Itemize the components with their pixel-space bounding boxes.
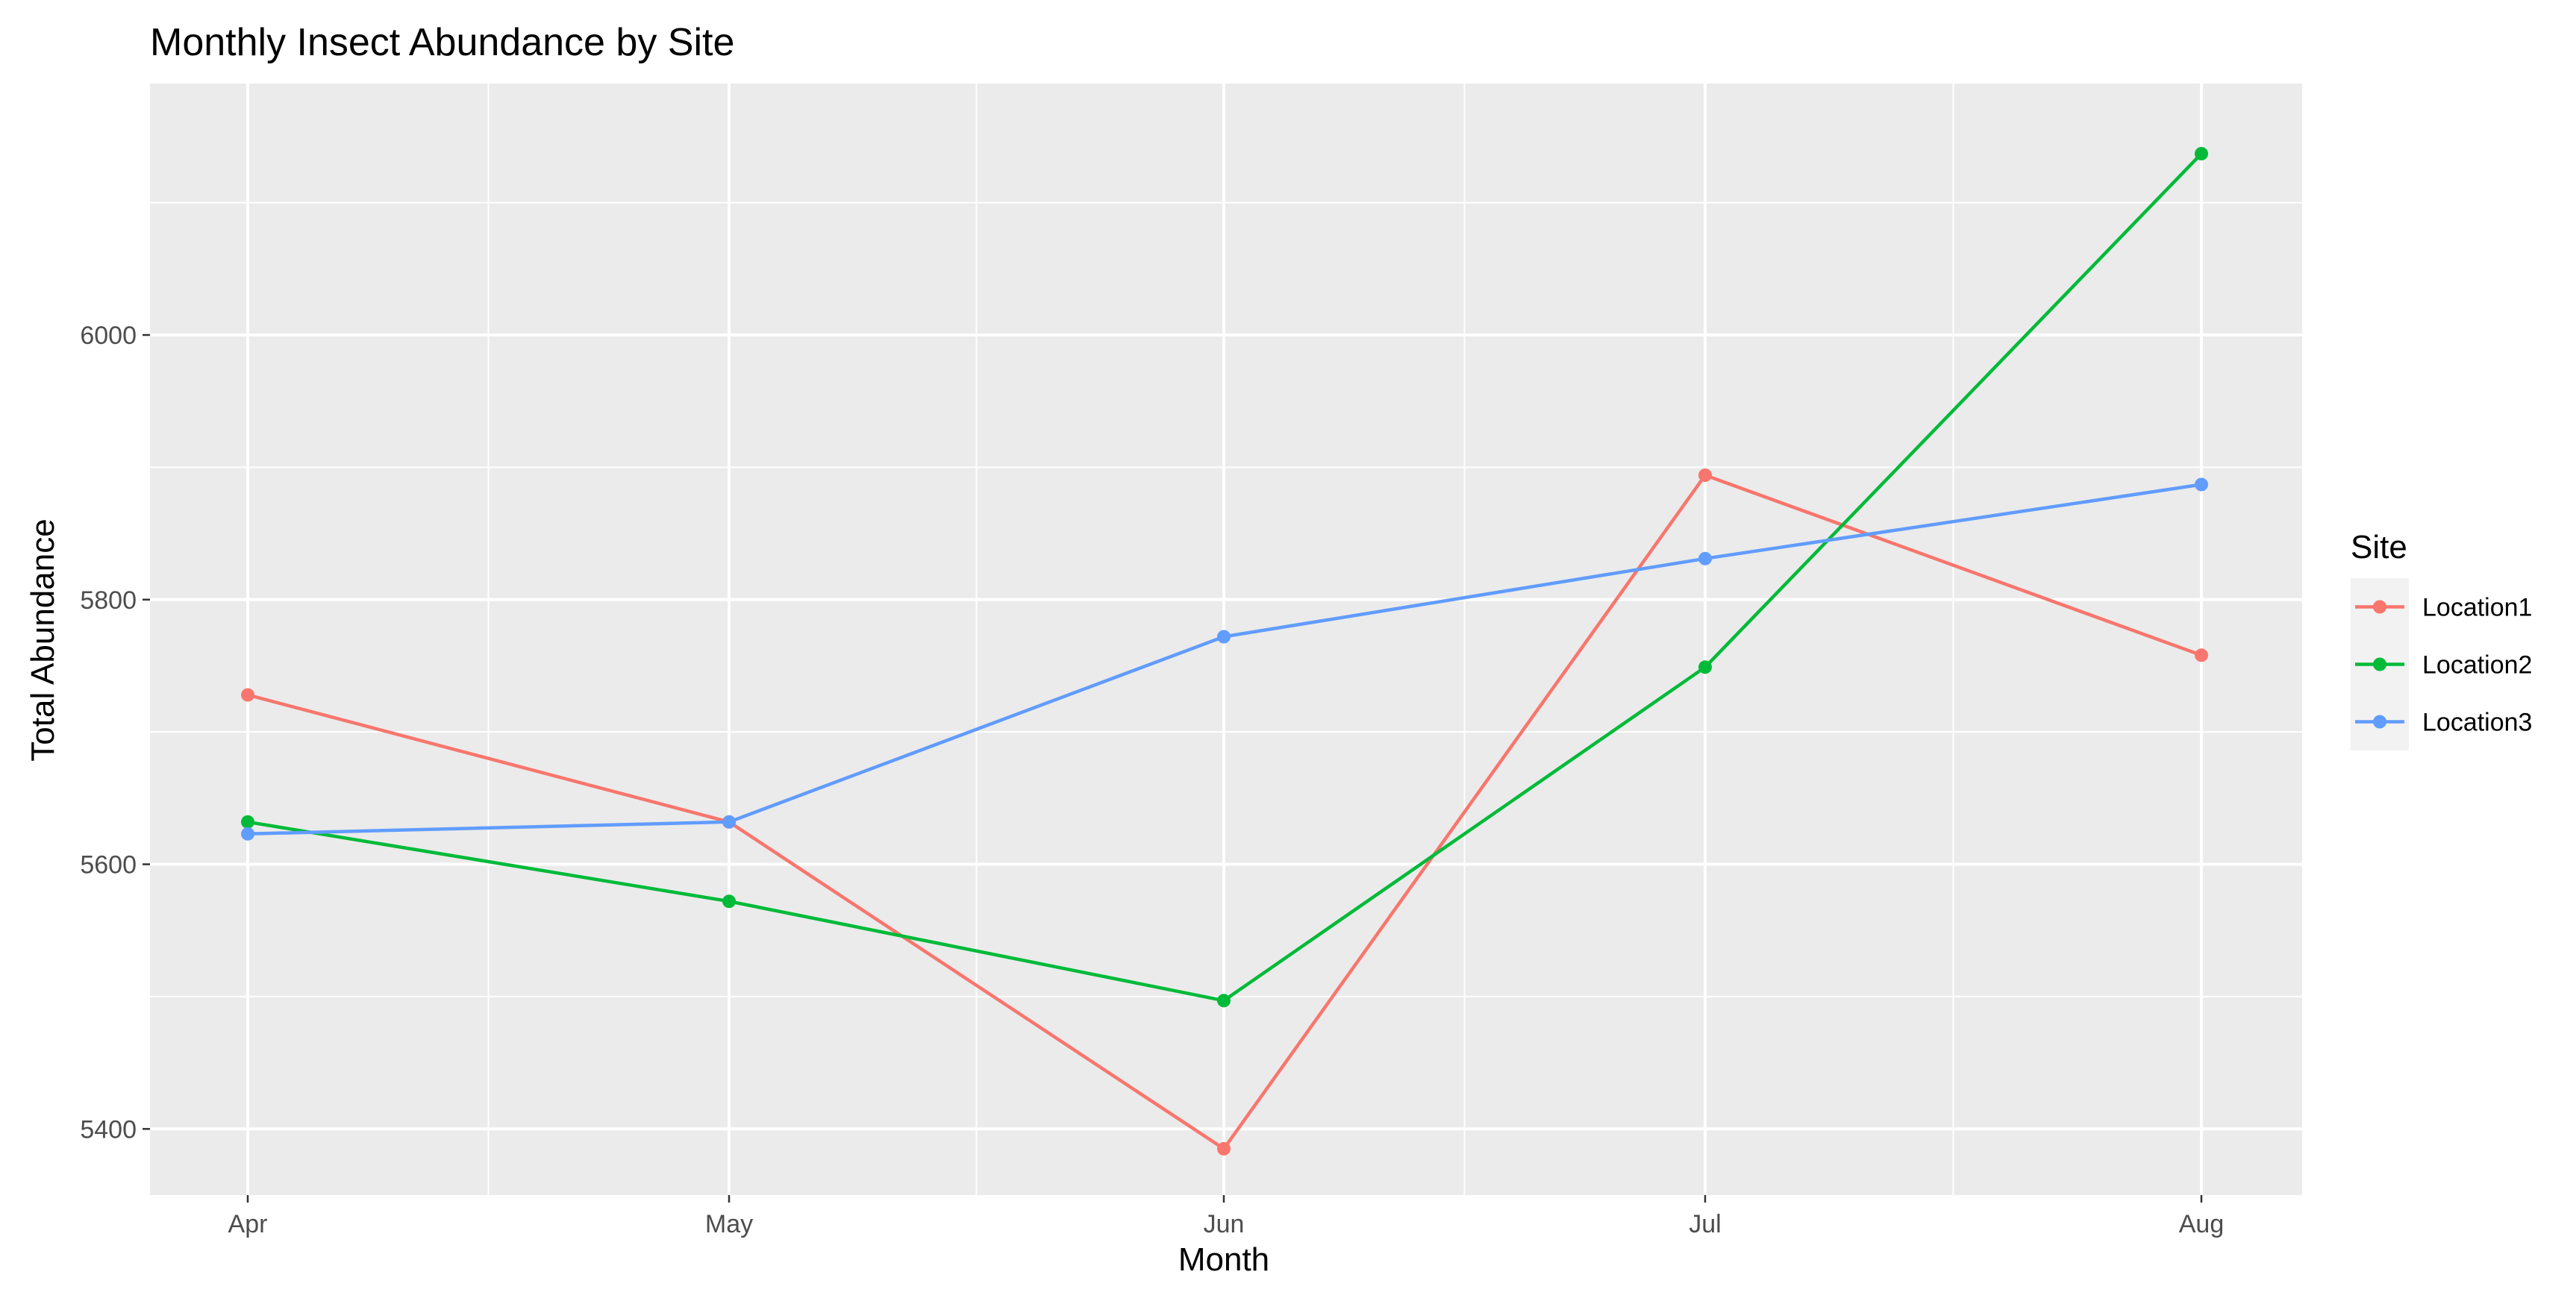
chart-title: Monthly Insect Abundance by Site xyxy=(150,21,734,64)
data-point-Location2-Apr xyxy=(241,815,254,829)
data-point-Location2-Jul xyxy=(1698,660,1712,674)
data-point-Location2-May xyxy=(722,894,736,909)
data-point-Location1-Jun xyxy=(1217,1141,1231,1156)
data-point-Location1-Jul xyxy=(1698,468,1712,482)
y-tick-label: 6000 xyxy=(80,322,137,350)
y-tick-label: 5400 xyxy=(80,1115,137,1144)
data-point-Location3-Jun xyxy=(1217,630,1231,644)
legend: Site Location1 Location2 Location3 xyxy=(2351,529,2532,750)
legend-label-Location3: Location3 xyxy=(2422,709,2532,737)
legend-label-Location2: Location2 xyxy=(2422,651,2532,680)
y-tick-label: 5800 xyxy=(80,586,137,615)
data-point-Location3-Apr xyxy=(241,827,254,841)
axis-ticks: 5400 5600 5800 6000 Apr May Jun Jul Aug xyxy=(80,322,2224,1238)
data-point-Location1-Aug xyxy=(2195,648,2208,662)
data-point-Location3-May xyxy=(722,815,736,829)
data-point-Location3-Aug xyxy=(2195,477,2208,492)
y-tick-label: 5600 xyxy=(80,851,137,880)
x-axis-title: Month xyxy=(1178,1241,1269,1278)
x-tick-label: May xyxy=(705,1210,753,1238)
legend-label-Location1: Location1 xyxy=(2422,594,2532,622)
legend-key-point-Location1 xyxy=(2373,600,2386,614)
x-tick-label: Apr xyxy=(228,1210,268,1238)
y-axis-title: Total Abundance xyxy=(25,518,61,761)
x-tick-label: Aug xyxy=(2179,1210,2225,1238)
series-Location2 xyxy=(241,147,2208,1008)
x-tick-label: Jun xyxy=(1204,1210,1245,1238)
series-lines xyxy=(241,147,2208,1156)
legend-key-point-Location2 xyxy=(2373,657,2386,671)
data-point-Location3-Jul xyxy=(1698,551,1712,565)
legend-key-point-Location3 xyxy=(2373,715,2386,729)
data-point-Location1-Apr xyxy=(241,688,254,702)
series-Location3 xyxy=(241,477,2208,841)
legend-title: Site xyxy=(2351,529,2407,565)
x-tick-label: Jul xyxy=(1689,1210,1721,1238)
data-point-Location2-Jun xyxy=(1217,994,1231,1008)
data-point-Location2-Aug xyxy=(2195,147,2208,160)
